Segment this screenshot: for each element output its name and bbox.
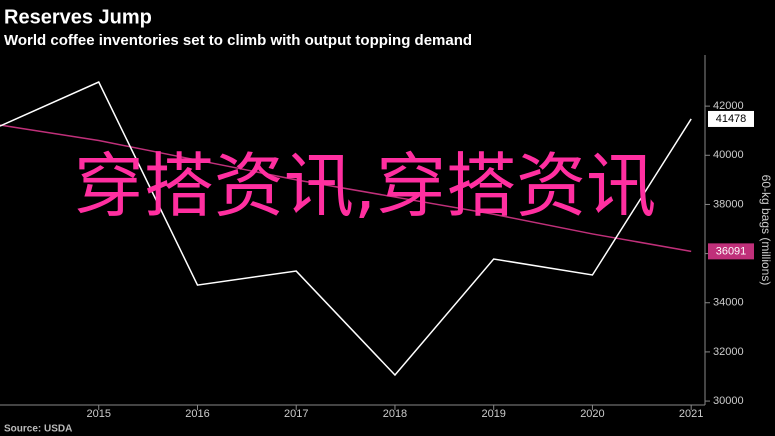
source: Source: USDA: [4, 424, 72, 435]
y-tick-label: 40000: [713, 149, 744, 161]
x-tick-label: 2017: [284, 408, 308, 420]
series-line: [0, 81, 692, 377]
chart-title: Reserves Jump: [4, 6, 152, 28]
value-label-box: [708, 243, 754, 260]
y-tick-label: 34000: [713, 297, 744, 309]
value-label: 41478: [716, 113, 747, 125]
x-tick-label: 2016: [185, 408, 209, 420]
x-tick-label: 2019: [481, 408, 505, 420]
x-tick-label: 2018: [383, 408, 407, 420]
chart-subtitle: World coffee inventories set to climb wi…: [4, 32, 472, 49]
y-tick-label: 32000: [713, 346, 744, 358]
y-tick-label: 30000: [713, 395, 744, 407]
value-label: 36091: [716, 245, 747, 257]
x-tick-label: 2020: [580, 408, 604, 420]
overlay-text: 穿搭资讯,穿搭资讯: [73, 145, 657, 227]
y-tick-label: 38000: [713, 198, 744, 210]
x-tick-label: 2021: [679, 408, 703, 420]
x-tick-label: 2015: [86, 408, 110, 420]
y-tick-label: 42000: [713, 100, 744, 112]
y-axis-label: 60-kg bags (millions): [759, 175, 773, 286]
value-label-box: [708, 110, 754, 127]
series-line: [0, 124, 692, 253]
